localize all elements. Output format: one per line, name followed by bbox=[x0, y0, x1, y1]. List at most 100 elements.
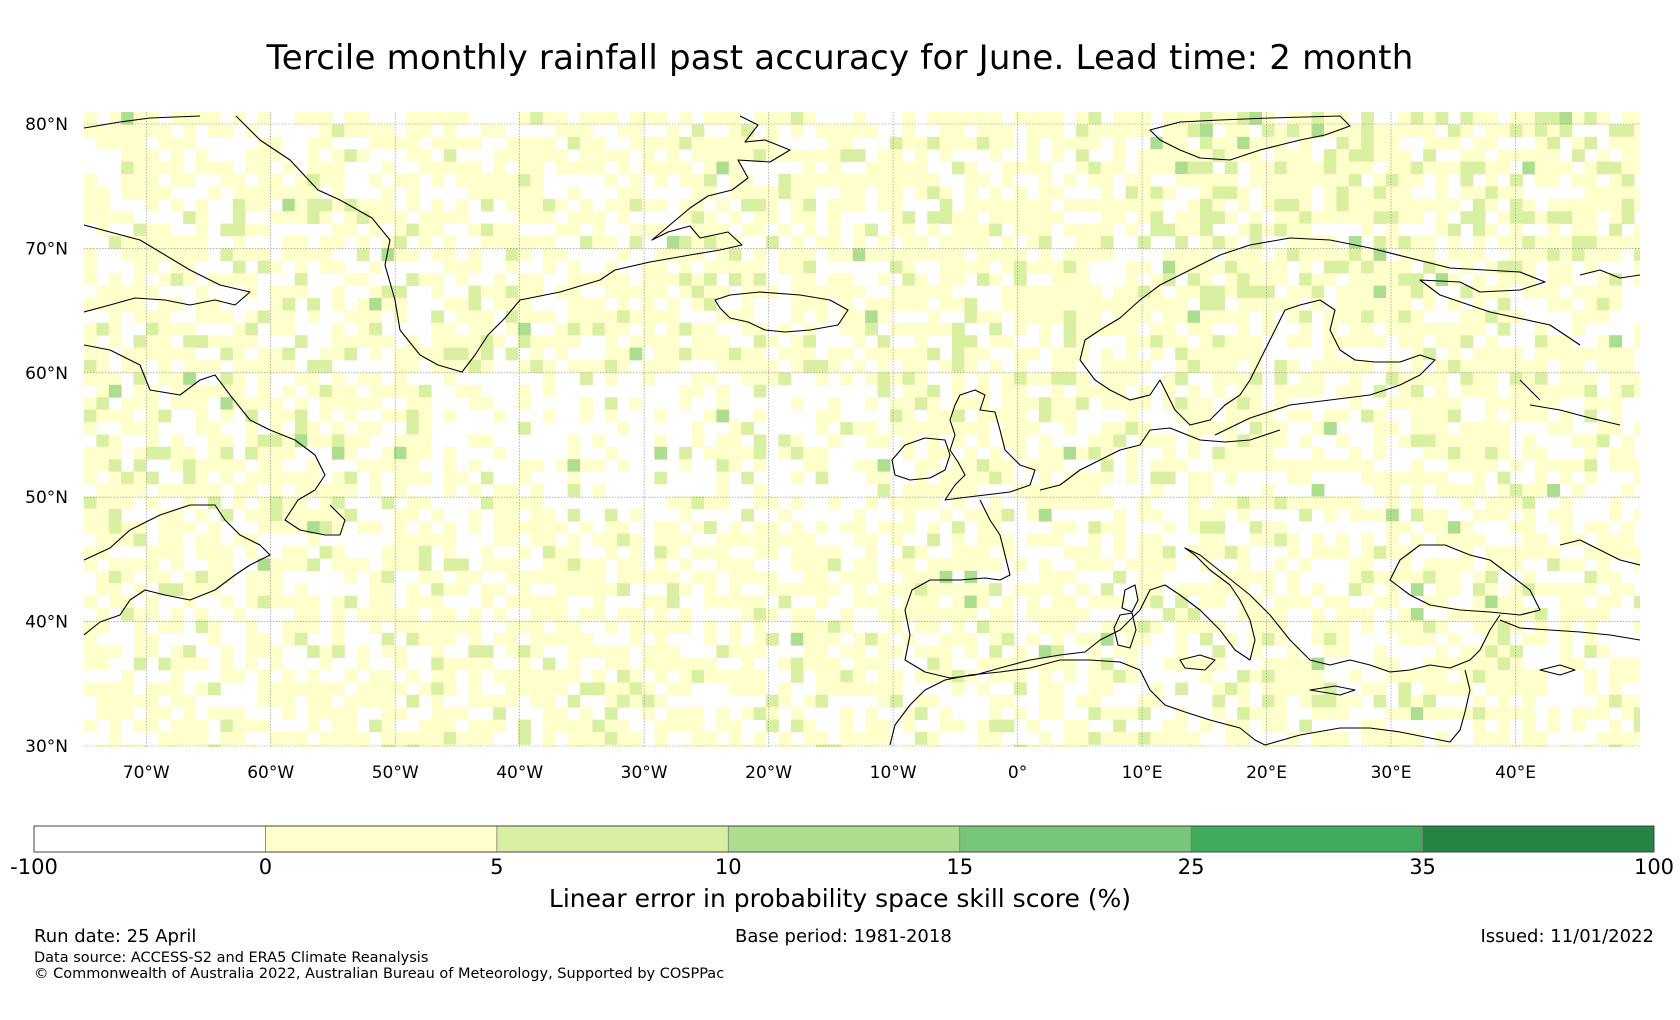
skill-cell bbox=[1026, 223, 1040, 237]
skill-cell bbox=[356, 112, 370, 125]
skill-cell bbox=[282, 670, 296, 683]
skill-cell bbox=[1634, 186, 1640, 200]
skill-cell bbox=[1510, 583, 1523, 596]
skill-cell bbox=[1138, 397, 1151, 410]
skill-cell bbox=[778, 347, 792, 361]
skill-cell bbox=[108, 570, 122, 584]
skill-cell bbox=[1113, 161, 1126, 175]
skill-cell bbox=[431, 645, 444, 658]
skill-cell bbox=[530, 347, 544, 361]
skill-cell bbox=[183, 322, 196, 336]
skill-cell bbox=[1522, 719, 1536, 733]
skill-cell bbox=[1274, 360, 1288, 373]
skill-cell bbox=[716, 248, 730, 262]
skill-cell bbox=[1336, 694, 1350, 708]
skill-cell bbox=[989, 744, 1002, 747]
skill-cell bbox=[1014, 744, 1027, 747]
skill-cell bbox=[567, 657, 581, 671]
skill-cell bbox=[1596, 645, 1610, 658]
skill-cell bbox=[1212, 657, 1226, 671]
skill-cell bbox=[766, 521, 779, 534]
skill-cell bbox=[1386, 161, 1399, 175]
skill-cell bbox=[443, 632, 457, 646]
skill-cell bbox=[1373, 260, 1387, 274]
skill-cell bbox=[1522, 484, 1536, 497]
skill-cell bbox=[257, 360, 271, 373]
skill-cell bbox=[530, 161, 544, 175]
skill-cell bbox=[1125, 397, 1139, 410]
skill-cell bbox=[852, 248, 866, 262]
skill-cell bbox=[741, 471, 754, 485]
skill-cell bbox=[1014, 273, 1027, 286]
skill-cell bbox=[1187, 583, 1201, 596]
skill-cell bbox=[1237, 186, 1250, 200]
skill-cell bbox=[1262, 124, 1275, 138]
skill-cell bbox=[518, 136, 531, 150]
skill-cell bbox=[902, 484, 916, 497]
skill-cell bbox=[146, 558, 159, 572]
skill-cell bbox=[1200, 211, 1213, 224]
skill-cell bbox=[518, 645, 531, 658]
skill-cell bbox=[604, 198, 618, 212]
skill-cell bbox=[1063, 322, 1077, 336]
skill-cell bbox=[1150, 620, 1164, 634]
skill-cell bbox=[1237, 732, 1250, 745]
skill-cell bbox=[1386, 236, 1399, 249]
skill-cell bbox=[530, 508, 544, 522]
skill-cell bbox=[282, 310, 296, 324]
skill-cell bbox=[1125, 347, 1139, 361]
skill-cell bbox=[1038, 707, 1052, 720]
skill-cell bbox=[332, 682, 345, 696]
skill-cell bbox=[406, 112, 420, 125]
skill-cell bbox=[456, 298, 469, 311]
skill-cell bbox=[394, 223, 407, 237]
skill-cell bbox=[208, 335, 221, 348]
skill-cell bbox=[220, 719, 234, 733]
skill-cell bbox=[1076, 694, 1089, 708]
skill-cell bbox=[443, 248, 457, 262]
skill-cell bbox=[654, 595, 668, 609]
skill-cell bbox=[865, 546, 878, 559]
skill-cell bbox=[1150, 136, 1164, 150]
skill-cell bbox=[1596, 694, 1610, 708]
skill-cell bbox=[294, 682, 308, 696]
skill-cell bbox=[877, 335, 891, 348]
skill-cell bbox=[1224, 347, 1238, 361]
skill-cell bbox=[1150, 347, 1164, 361]
skill-cell bbox=[753, 632, 767, 646]
skill-cell bbox=[170, 694, 184, 708]
skill-cell bbox=[1522, 682, 1536, 696]
skill-cell bbox=[1138, 694, 1151, 708]
skill-cell bbox=[914, 384, 928, 398]
skill-cell bbox=[815, 546, 829, 559]
skill-cell bbox=[592, 223, 606, 237]
skill-cell bbox=[654, 409, 668, 423]
skill-cell bbox=[1076, 583, 1089, 596]
skill-cell bbox=[1609, 285, 1622, 299]
skill-cell bbox=[1125, 446, 1139, 460]
skill-cell bbox=[1001, 422, 1015, 435]
skill-cell bbox=[592, 310, 606, 324]
skill-cell bbox=[356, 608, 370, 621]
skill-cell bbox=[1609, 694, 1622, 708]
skill-cell bbox=[952, 236, 965, 249]
skill-cell bbox=[1584, 236, 1598, 249]
skill-cell bbox=[1262, 670, 1275, 683]
skill-cell bbox=[580, 521, 593, 534]
skill-cell bbox=[1125, 422, 1139, 435]
skill-cell bbox=[964, 484, 978, 497]
skill-cell bbox=[406, 496, 420, 510]
skill-cell bbox=[443, 719, 457, 733]
skill-cell bbox=[1051, 682, 1064, 696]
skill-cell bbox=[282, 496, 296, 510]
skill-cell bbox=[555, 124, 568, 138]
skill-cell bbox=[1324, 496, 1337, 510]
skill-cell bbox=[1162, 310, 1176, 324]
skill-cell bbox=[704, 632, 717, 646]
skill-cell bbox=[1596, 595, 1610, 609]
skill-cell bbox=[1386, 124, 1399, 138]
skill-cell bbox=[964, 260, 978, 274]
skill-cell bbox=[443, 533, 457, 547]
skill-cell bbox=[1398, 335, 1412, 348]
skill-cell bbox=[1410, 434, 1424, 448]
